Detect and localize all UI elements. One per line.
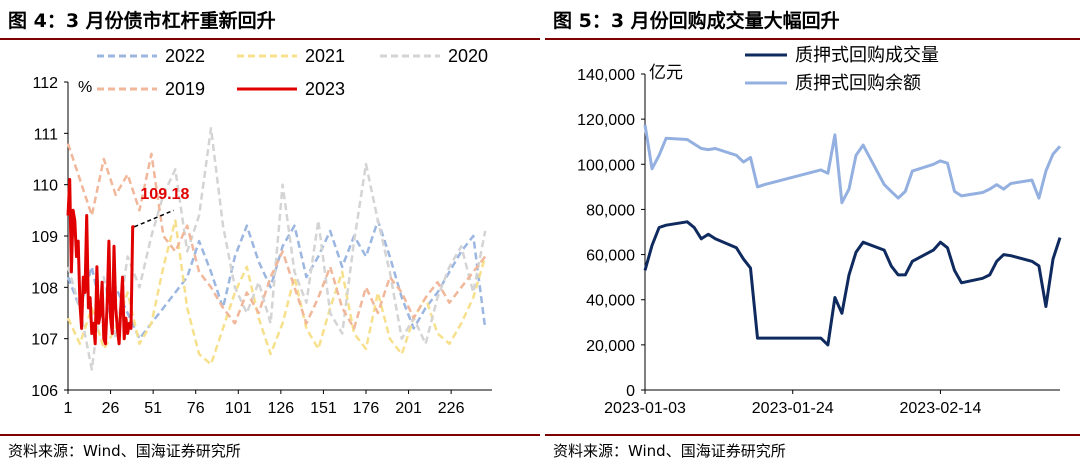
panel-leverage: 图 4：3 月份债市杠杆重新回升 106 107 108 109 110 111 112 1 2…: [0, 10, 540, 460]
legend-label: 2021: [305, 46, 345, 66]
source-rule: [0, 434, 540, 436]
y-tick-label: 111: [34, 126, 58, 143]
legend-label: 2022: [165, 46, 205, 66]
title-rule: [0, 38, 540, 40]
y-tick-label: 60,000: [586, 248, 635, 265]
y-tick-label: 0: [626, 383, 635, 400]
y-tick-label: 110: [32, 178, 58, 195]
annotation-leader: [134, 209, 174, 228]
y-tick-label: 20,000: [586, 338, 635, 355]
unit-label: %: [78, 79, 92, 96]
y-tick-label: 107: [31, 332, 58, 349]
series-line-2019: [66, 143, 487, 330]
unit-label: 亿元: [649, 63, 683, 83]
series-line-质押式回购成交量: [643, 220, 1062, 347]
y-tick-label: 106: [31, 383, 58, 400]
x-tick-label: 101: [225, 400, 252, 417]
y-tick-label: 112: [32, 75, 58, 92]
legend-label: 质押式回购成交量: [795, 45, 939, 66]
x-tick-label: 151: [310, 400, 337, 417]
series-line-2020: [66, 126, 487, 371]
repo-chart: 0 20,000 40,000 60,000 80,000 100,000 120,000 1…: [577, 45, 1062, 417]
source-note: 资料来源：Wind、国海证券研究所: [553, 442, 786, 460]
x-tick-label: 2023-01-03: [604, 400, 686, 417]
panel-repo: 图 5：3 月份回购成交量大幅回升 0 20,000 40,000 60,000 80,…: [545, 0, 1080, 468]
x-tick-label: 2023-01-24: [752, 400, 834, 417]
legend-label: 2023: [305, 79, 345, 99]
y-tick-label: 109: [31, 229, 58, 246]
x-tick-label: 1: [64, 400, 73, 417]
legend-label: 质押式回购余额: [795, 73, 921, 94]
series-line-质押式回购余额: [643, 124, 1062, 205]
y-tick-label: 108: [31, 280, 58, 297]
series-line-2023: [66, 178, 135, 346]
x-tick-label: 126: [267, 400, 294, 417]
chart-title: 图 5：3 月份回购成交量大幅回升: [553, 10, 840, 32]
series-line-2021: [66, 219, 487, 366]
x-tick-label: 226: [438, 400, 465, 417]
title-rule: [545, 38, 1080, 40]
x-tick-label: 51: [144, 400, 162, 417]
x-tick-label: 76: [187, 400, 205, 417]
source-note: 资料来源：Wind、国海证券研究所: [8, 442, 241, 460]
legend-label: 2020: [448, 46, 488, 66]
legend-label: 2019: [165, 79, 205, 99]
x-tick-label: 176: [353, 400, 380, 417]
y-tick-label: 100,000: [577, 157, 635, 174]
source-rule: [545, 434, 1080, 436]
y-tick-label: 120,000: [577, 112, 635, 129]
chart-title: 图 4：3 月份债市杠杆重新回升: [8, 10, 276, 32]
y-tick-label: 80,000: [586, 202, 635, 219]
x-tick-label: 26: [102, 400, 120, 417]
annotation-label: 109.18: [140, 186, 189, 203]
x-tick-label: 201: [395, 400, 422, 417]
y-tick-label: 140,000: [577, 67, 635, 84]
y-tick-label: 40,000: [586, 293, 635, 310]
x-tick-label: 2023-02-14: [900, 400, 982, 417]
